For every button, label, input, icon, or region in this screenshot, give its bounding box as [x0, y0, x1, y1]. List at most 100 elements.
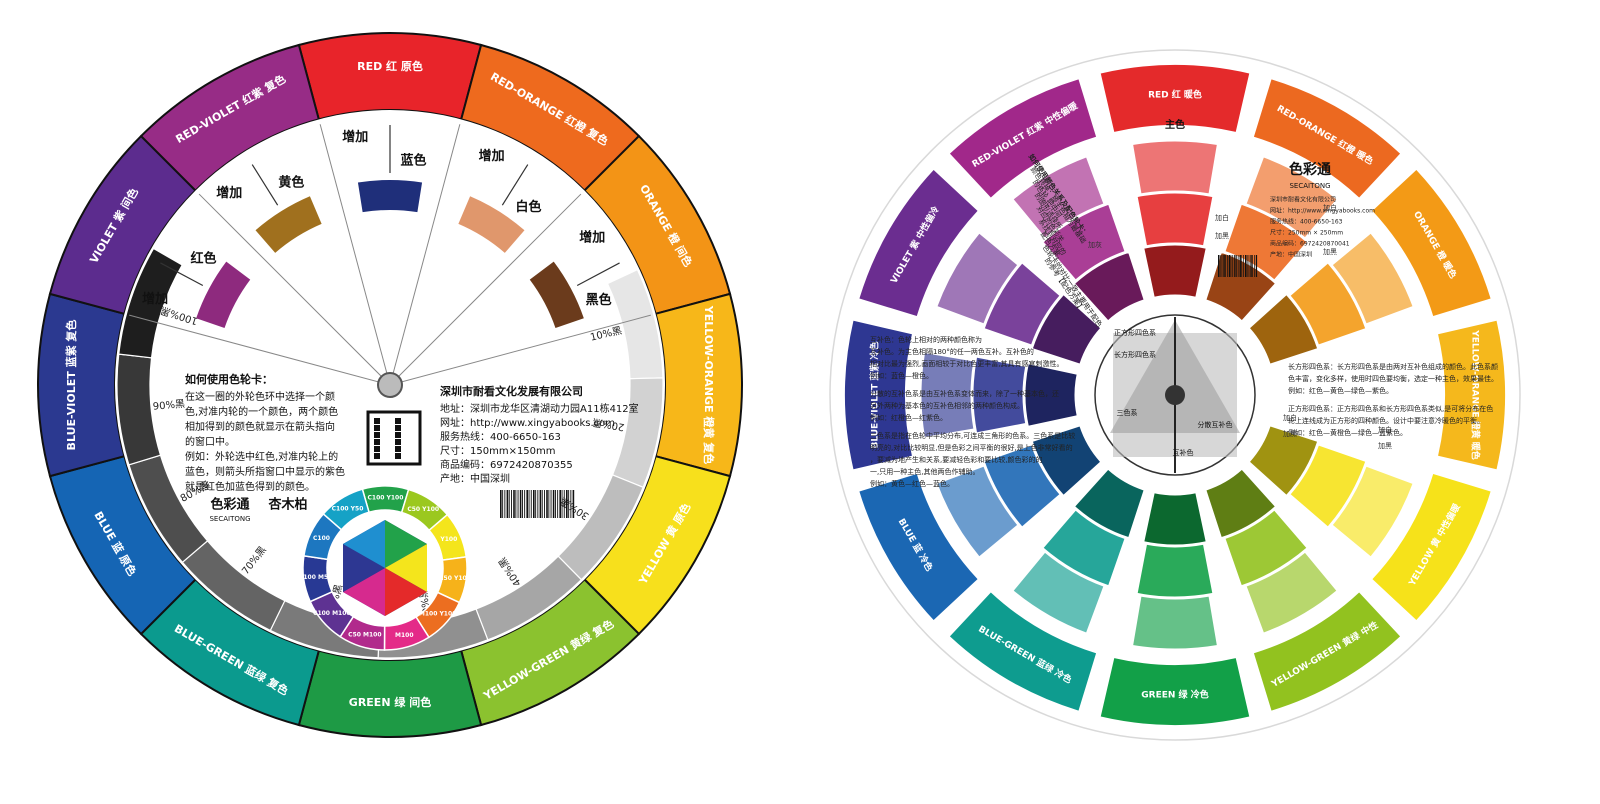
barcode-bar [561, 490, 563, 518]
window-divider [389, 193, 582, 386]
brand-line: 商品编码：6972420870041 [1270, 240, 1350, 248]
outer-segment-blue [859, 473, 978, 621]
cmy-ring-label: M50 Y100 [438, 575, 471, 582]
barcode-bar [539, 490, 542, 518]
gray-step-label: 90%黑 [152, 398, 185, 413]
barcode-bar [1230, 255, 1232, 277]
window-divider [129, 314, 391, 386]
center-scheme-label: 正方形四色系 [1114, 328, 1156, 337]
outer-label-green: GREEN 绿 冷色 [1141, 689, 1208, 701]
barcode-bar [572, 490, 575, 518]
outer-segment-blue-violet [845, 320, 912, 470]
tone-strip [1073, 251, 1145, 322]
barcode-bar [1255, 255, 1258, 277]
mix-label: 加白 [1323, 203, 1337, 212]
outer-segment-orange [1372, 169, 1491, 317]
barcode-bar [557, 490, 559, 518]
barcode-bar [566, 490, 568, 518]
mix-window [357, 180, 423, 213]
window-divider [198, 193, 391, 386]
cmy-ring-label: Y100 [439, 536, 457, 543]
how-to-line: 色,对准内轮的一个颜色，两个颜色 [185, 405, 338, 418]
barcode-bar [1218, 255, 1220, 277]
tone-strip [1042, 203, 1126, 281]
left-note-line: 互补色：色轮上相对的两种颜色称为 [870, 335, 982, 344]
tone-strip [1205, 251, 1277, 322]
outer-segment-green [1100, 658, 1250, 725]
window-color-label: 蓝色 [401, 153, 427, 169]
tone-strip [1031, 293, 1102, 365]
outer-label-red: RED 红 暖色 [1148, 89, 1202, 101]
window-color-label: 黄色 [278, 174, 304, 190]
outer-segment-red [297, 32, 483, 121]
barcode-bar [528, 490, 530, 518]
brand-line: 服务热线：400-6650-163 [1270, 218, 1343, 226]
outer-segment-blue-green [949, 592, 1097, 711]
tone-strip [983, 444, 1061, 528]
mix-label: 加白 [1215, 213, 1229, 222]
window-divider [389, 314, 651, 386]
partner-logo: 杏木柏 [268, 497, 307, 513]
barcode-bar [1225, 255, 1226, 277]
barcode-bar [526, 490, 528, 518]
qr-module [395, 418, 401, 424]
brand-line: 产地：中国深圳 [1270, 251, 1312, 259]
left-note-line: ，要减为地产生和关系,要减轻色彩和要比较,颜色彩的的 [870, 455, 1042, 464]
window-color-label: 白色 [516, 199, 542, 215]
tone-strip [1136, 192, 1214, 247]
barcode-bar [1250, 255, 1252, 277]
outer-segment-yellow [1372, 473, 1491, 621]
brand-line: 网址：http://www.xingyabooks.com [1270, 207, 1375, 215]
tone-strip [1289, 262, 1367, 346]
mix-window [529, 261, 584, 329]
mix-label: 加黑 [1215, 231, 1229, 240]
barcode-bar [511, 490, 512, 518]
barcode-bar [519, 490, 522, 518]
tone-strip [1136, 543, 1214, 598]
window-color-label: 黑色 [586, 292, 612, 308]
gray-step [118, 247, 183, 359]
window-add-label: 增加 [342, 129, 368, 145]
right-note-line: 例如：红色—黄色—绿色—紫色。 [1288, 386, 1393, 395]
mix-label: 加灰 [1088, 240, 1102, 249]
cmy-yellow [385, 544, 427, 592]
barcode-bar [1254, 255, 1255, 277]
outer-label-yellow-orange: YELLOW-ORANGE 橙黄 暖色 [1470, 329, 1482, 460]
left-note-line: 另外两种为基本色的互补色相邻的两种颜色构成。 [870, 401, 1024, 410]
window-add-label: 增加 [479, 148, 505, 164]
tone-strip [1073, 468, 1145, 539]
barcode-bar [1241, 255, 1243, 277]
brand-logo-en: SECAITONG [1289, 182, 1330, 190]
outer-segment-red-orange [1253, 79, 1401, 198]
barcode-bar [513, 490, 515, 518]
barcode-bar [504, 490, 506, 518]
cmy-ring-label: C100 [313, 535, 330, 542]
barcode-bar [1248, 255, 1250, 277]
barcode-bar [544, 490, 545, 518]
tone-strip [1205, 468, 1277, 539]
left-note-line: 三色系是指在色轮中平均分布,可连成三角形的色系。三色系是比较 [870, 431, 1075, 440]
barcode-bar [1236, 255, 1237, 277]
barcode-bar [1221, 255, 1223, 277]
how-to-title: 如何使用色轮卡： [185, 372, 273, 386]
mix-label: 加黑 [1323, 247, 1337, 256]
window-color-label: 红色 [190, 251, 216, 267]
how-to-line: 的窗口中。 [185, 435, 235, 448]
tone-strip [1245, 156, 1338, 239]
company-line: 商品编码：6972420870355 [440, 458, 573, 471]
barcode-bar [546, 490, 548, 518]
brand-logo-en: SECAITONG [209, 515, 250, 523]
tone-strip [1248, 293, 1319, 365]
barcode-bar [1252, 255, 1253, 277]
barcode-bar [541, 490, 543, 518]
outer-segment-red-violet [949, 79, 1097, 198]
qr-module [395, 446, 401, 452]
company-line: 网址：http://www.xingyabooks.com [440, 416, 615, 429]
qr-module [374, 453, 380, 459]
left-note-line: 互补色。为主色相隔180°的任一两色互补。互补色的 [870, 347, 1034, 356]
tone-strip [920, 352, 975, 438]
center-scheme-label: 分散互补色 [1198, 420, 1233, 429]
tone-strip [1331, 232, 1414, 325]
